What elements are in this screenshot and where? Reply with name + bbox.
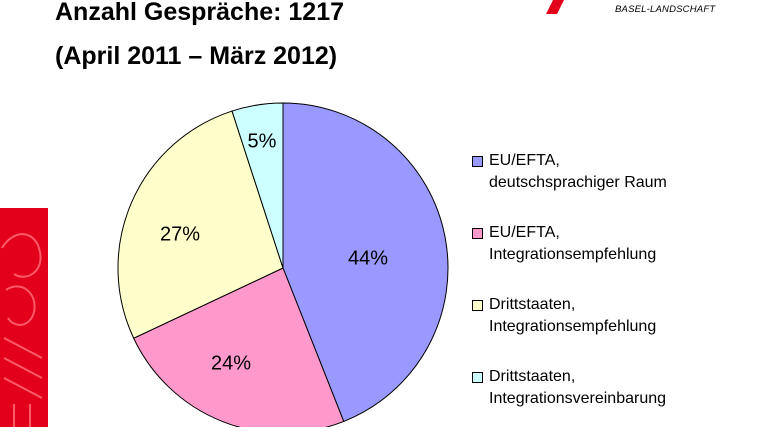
- legend-item: Drittstaaten, Integrationsvereinbarung: [472, 368, 667, 440]
- coat-of-arms-icon: [0, 208, 48, 427]
- chart-title: Anzahl Gespräche: 1217: [55, 0, 345, 26]
- legend-swatch: [472, 300, 483, 311]
- slice-value-label: 27%: [160, 223, 200, 245]
- legend-label: EU/EFTA, Integrationsempfehlung: [489, 224, 657, 263]
- pie-slice: [133, 267, 345, 427]
- brand-logo-icon: [546, 0, 564, 14]
- legend-item: Drittstaaten, Integrationsempfehlung: [472, 296, 667, 368]
- legend-label: EU/EFTA, deutschsprachiger Raum: [489, 152, 667, 191]
- legend-item: EU/EFTA, Integrationsempfehlung: [472, 224, 667, 296]
- pie-slice: [282, 102, 449, 423]
- legend-swatch: [472, 156, 483, 167]
- slice-value-label: 44%: [348, 247, 388, 269]
- slice-value-label: 5%: [248, 130, 277, 152]
- pie-chart: 44% 24% 27% 5%: [117, 102, 449, 427]
- legend-label: Drittstaaten, Integrationsvereinbarung: [489, 368, 667, 407]
- slice-value-label: 24%: [211, 352, 251, 374]
- chart-legend: EU/EFTA, deutschsprachiger Raum EU/EFTA, …: [472, 152, 667, 440]
- pie-slice: [231, 102, 284, 269]
- legend-swatch: [472, 228, 483, 239]
- legend-swatch: [472, 372, 483, 383]
- chart-subtitle: (April 2011 – März 2012): [55, 42, 338, 70]
- legend-item: EU/EFTA, deutschsprachiger Raum: [472, 152, 667, 224]
- brand-text: BASEL-LANDSCHAFT: [615, 4, 716, 15]
- legend-label: Drittstaaten, Integrationsempfehlung: [489, 296, 657, 335]
- pie-slice: [117, 110, 284, 339]
